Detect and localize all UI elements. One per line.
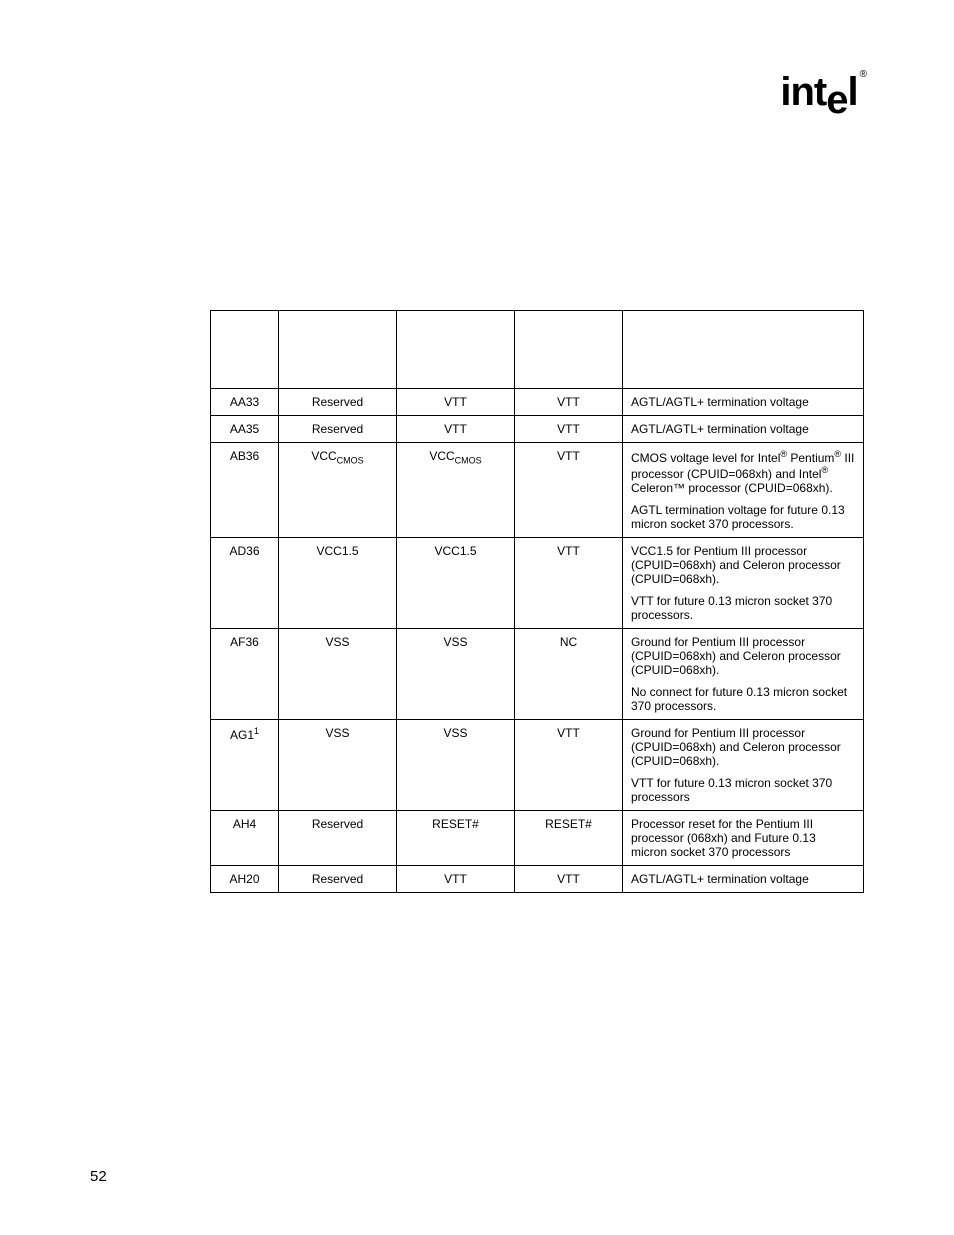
value-cell: VTT xyxy=(515,443,623,538)
pin-cell: AA33 xyxy=(211,389,279,416)
table-header-cell xyxy=(279,311,397,389)
pin-cell: AD36 xyxy=(211,538,279,629)
table-row: AG11VSSVSSVTTGround for Pentium III proc… xyxy=(211,720,864,811)
table-row: AH20ReservedVTTVTTAGTL/AGTL+ termination… xyxy=(211,866,864,893)
logo-reg: ® xyxy=(860,69,866,80)
value-cell: VTT xyxy=(397,389,515,416)
value-cell: VCCCMOS xyxy=(279,443,397,538)
pin-table-container: AA33ReservedVTTVTTAGTL/AGTL+ termination… xyxy=(210,310,864,893)
pin-cell: AB36 xyxy=(211,443,279,538)
pin-cell: AA35 xyxy=(211,416,279,443)
description-cell: AGTL/AGTL+ termination voltage xyxy=(623,416,864,443)
description-cell: Ground for Pentium III processor (CPUID=… xyxy=(623,720,864,811)
value-cell: VCCCMOS xyxy=(397,443,515,538)
table-body: AA33ReservedVTTVTTAGTL/AGTL+ termination… xyxy=(211,389,864,893)
intel-logo: intel® xyxy=(780,70,864,115)
value-cell: VSS xyxy=(397,720,515,811)
value-cell: VTT xyxy=(397,416,515,443)
logo-text: intel xyxy=(780,70,857,122)
value-cell: VSS xyxy=(397,629,515,720)
value-cell: VTT xyxy=(515,416,623,443)
value-cell: VTT xyxy=(397,866,515,893)
table-header-cell xyxy=(397,311,515,389)
value-cell: VTT xyxy=(515,389,623,416)
table-header-row xyxy=(211,311,864,389)
value-cell: NC xyxy=(515,629,623,720)
value-cell: VCC1.5 xyxy=(279,538,397,629)
value-cell: RESET# xyxy=(397,811,515,866)
table-row: AA33ReservedVTTVTTAGTL/AGTL+ termination… xyxy=(211,389,864,416)
page-number: 52 xyxy=(90,1168,107,1185)
table-header-cell xyxy=(211,311,279,389)
description-cell: AGTL/AGTL+ termination voltage xyxy=(623,389,864,416)
description-cell: AGTL/AGTL+ termination voltage xyxy=(623,866,864,893)
table-row: AH4ReservedRESET#RESET#Processor reset f… xyxy=(211,811,864,866)
description-cell: Ground for Pentium III processor (CPUID=… xyxy=(623,629,864,720)
value-cell: VCC1.5 xyxy=(397,538,515,629)
value-cell: Reserved xyxy=(279,416,397,443)
description-cell: CMOS voltage level for Intel® Pentium® I… xyxy=(623,443,864,538)
description-cell: VCC1.5 for Pentium III processor (CPUID=… xyxy=(623,538,864,629)
pin-cell: AH4 xyxy=(211,811,279,866)
value-cell: Reserved xyxy=(279,866,397,893)
value-cell: VSS xyxy=(279,720,397,811)
table-row: AF36VSSVSSNCGround for Pentium III proce… xyxy=(211,629,864,720)
pin-cell: AG11 xyxy=(211,720,279,811)
value-cell: Reserved xyxy=(279,811,397,866)
value-cell: VSS xyxy=(279,629,397,720)
table-row: AD36VCC1.5VCC1.5VTTVCC1.5 for Pentium II… xyxy=(211,538,864,629)
value-cell: Reserved xyxy=(279,389,397,416)
table-row: AB36VCCCMOSVCCCMOSVTTCMOS voltage level … xyxy=(211,443,864,538)
pin-cell: AF36 xyxy=(211,629,279,720)
pin-cell: AH20 xyxy=(211,866,279,893)
value-cell: RESET# xyxy=(515,811,623,866)
description-cell: Processor reset for the Pentium III proc… xyxy=(623,811,864,866)
table-row: AA35ReservedVTTVTTAGTL/AGTL+ termination… xyxy=(211,416,864,443)
value-cell: VTT xyxy=(515,720,623,811)
value-cell: VTT xyxy=(515,866,623,893)
value-cell: VTT xyxy=(515,538,623,629)
table-header-cell xyxy=(515,311,623,389)
pin-table: AA33ReservedVTTVTTAGTL/AGTL+ termination… xyxy=(210,310,864,893)
table-header-cell xyxy=(623,311,864,389)
